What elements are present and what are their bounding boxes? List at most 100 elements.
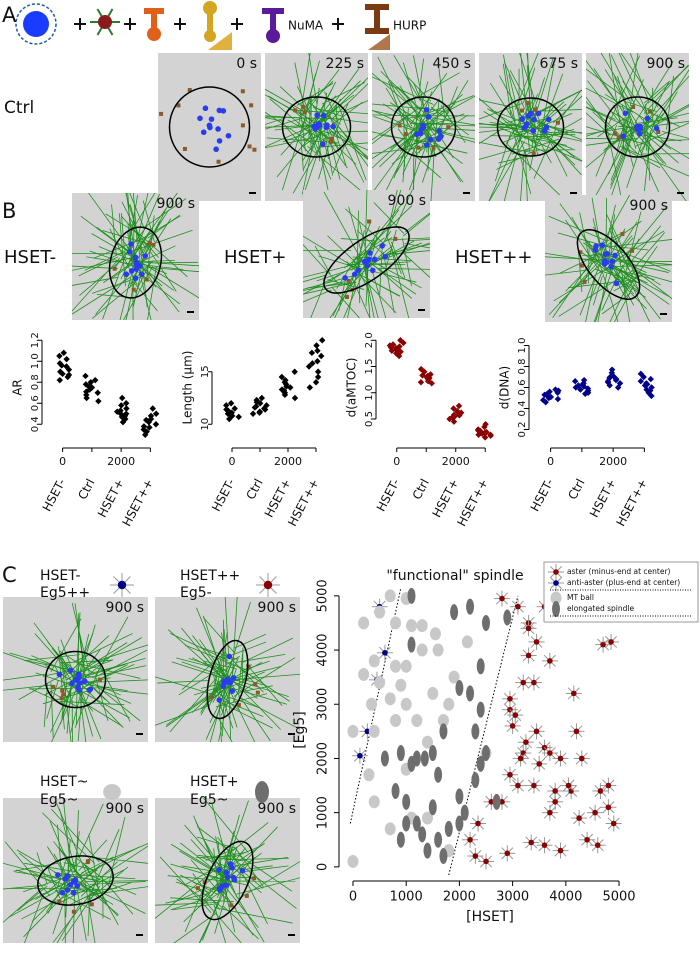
microtubule — [429, 113, 465, 126]
microtubule — [50, 618, 82, 673]
microtubule — [3, 862, 65, 881]
data-point — [92, 376, 99, 384]
data-point — [450, 604, 459, 621]
chromosome — [216, 107, 223, 114]
chromosome — [220, 683, 226, 690]
data-point — [571, 378, 579, 385]
y-tick-label: 0.6 — [30, 395, 41, 411]
simulation-snapshot — [155, 798, 300, 943]
data-point — [592, 782, 609, 799]
microtubule — [631, 280, 661, 320]
data-point — [82, 372, 89, 380]
microtubule — [265, 88, 303, 111]
motor — [159, 111, 164, 116]
microtubule — [3, 684, 52, 691]
motor — [253, 682, 258, 687]
x-category-label: HSET- — [40, 476, 69, 513]
microtubule — [84, 637, 143, 672]
chromosome — [142, 253, 149, 259]
microtubule — [303, 281, 357, 295]
legend: aster (minus-end at center) anti-aster (p… — [543, 561, 699, 623]
microtubule — [651, 105, 689, 128]
data-point — [347, 724, 359, 738]
spindle-outline — [390, 96, 457, 158]
data-point — [546, 388, 553, 395]
elongated — [444, 820, 453, 837]
chromosome — [612, 252, 618, 259]
data-point — [579, 831, 596, 848]
star-core — [520, 679, 527, 686]
microtubule — [605, 124, 623, 201]
elongated — [420, 750, 429, 767]
data-point — [147, 412, 155, 420]
microtubule — [29, 687, 67, 706]
simulation-snapshot — [545, 195, 672, 322]
microtubule — [327, 130, 341, 180]
data-point — [417, 365, 425, 373]
microtubule — [46, 864, 61, 899]
microtubule — [18, 667, 76, 700]
chromosome — [531, 116, 537, 123]
microtubule — [479, 99, 511, 108]
microtubule — [397, 128, 418, 156]
microtubule — [321, 82, 366, 105]
label: 450 s — [433, 56, 471, 72]
data-point — [308, 349, 316, 357]
microtubule — [111, 204, 117, 256]
data-point — [318, 352, 325, 360]
chromosome — [215, 126, 221, 132]
data-point — [416, 619, 428, 633]
microtubule — [479, 148, 516, 160]
motor — [51, 684, 56, 689]
chromosome — [423, 107, 430, 113]
microtubule — [519, 53, 536, 102]
microtubule — [224, 885, 259, 929]
microtubule — [139, 266, 199, 273]
microtubule — [74, 603, 86, 674]
data-point — [390, 616, 402, 630]
chromosome — [74, 883, 81, 889]
elongated — [482, 614, 491, 631]
microtubule — [72, 257, 121, 312]
star-core — [507, 696, 513, 702]
elongated — [552, 601, 560, 617]
y-tick-label: 3000 — [316, 688, 331, 721]
ball — [443, 697, 455, 711]
microtubule — [363, 263, 375, 318]
label: 900 s — [258, 600, 296, 616]
microtubule — [31, 655, 67, 672]
microtubule — [404, 212, 430, 233]
data-point — [400, 697, 412, 711]
chromosome — [653, 125, 660, 132]
microtubule — [220, 873, 236, 933]
microtubule — [629, 53, 649, 100]
ball — [384, 692, 396, 706]
data-point — [314, 358, 321, 365]
data-point — [119, 418, 127, 426]
chromosome — [330, 123, 336, 130]
motor — [244, 893, 249, 898]
microtubule — [265, 118, 302, 130]
microtubule — [323, 191, 362, 261]
ball — [429, 627, 441, 641]
motor — [89, 902, 94, 907]
motor — [582, 279, 587, 284]
elongated — [466, 685, 475, 702]
data-point — [466, 685, 475, 702]
chromosome — [371, 256, 378, 263]
chromosome — [418, 130, 424, 137]
x-category-label: HSET+ — [587, 476, 619, 519]
microtubule — [303, 289, 332, 303]
chromosome — [644, 115, 651, 122]
data-point — [476, 658, 485, 675]
icon-hurp-grad — [368, 34, 390, 50]
microtubule — [390, 107, 443, 149]
microtubule — [138, 215, 181, 242]
x-tick-label: 2000 — [274, 455, 302, 468]
microtubule — [382, 252, 395, 313]
chromosome — [197, 115, 203, 122]
x-tick-label: 5000 — [602, 890, 635, 905]
simulation-snapshot — [158, 53, 261, 201]
chromosome — [423, 142, 430, 148]
microtubule — [617, 113, 664, 164]
